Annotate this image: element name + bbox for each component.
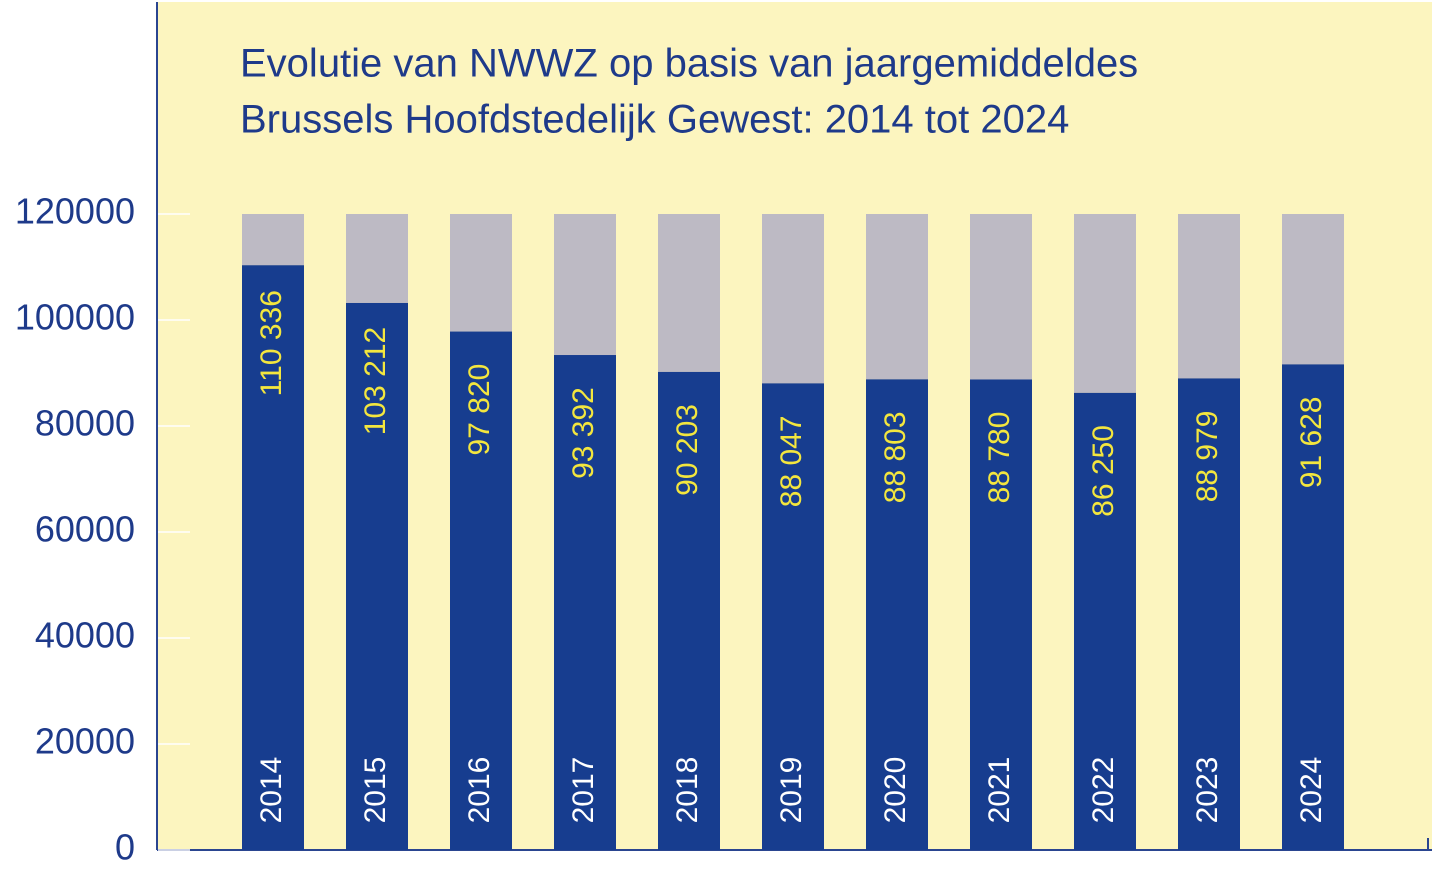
x-tick-label: 2016 [463,757,496,824]
bar-background [554,214,616,356]
value-label: 103 212 [359,327,392,435]
value-label: 88 979 [1191,411,1224,503]
bar-background [658,214,720,372]
bar [1074,392,1136,850]
bar [1282,364,1344,850]
y-tick-label: 40000 [35,615,135,656]
bar-background [242,214,304,266]
bar-background [1178,214,1240,379]
value-label: 91 628 [1295,396,1328,488]
value-label: 90 203 [671,404,704,496]
x-tick-label: 2015 [359,757,392,824]
x-tick-label: 2020 [879,757,912,824]
bar [242,265,304,850]
bar [1178,378,1240,850]
chart-title: Evolutie van NWWZ op basis van jaargemid… [240,42,1138,86]
bar-background [1074,214,1136,393]
y-tick-label: 120000 [15,191,135,232]
chart-title: Brussels Hoofdstedelijk Gewest: 2014 tot… [240,98,1069,142]
bar-background [762,214,824,384]
bar [658,371,720,850]
y-tick-label: 80000 [35,403,135,444]
bar-background [970,214,1032,380]
bar-background [346,214,408,303]
bar [762,383,824,850]
bar-background [1282,214,1344,365]
x-tick-label: 2024 [1295,757,1328,824]
y-tick-label: 60000 [35,509,135,550]
x-tick-label: 2018 [671,757,704,824]
value-label: 88 047 [775,415,808,507]
value-label: 110 336 [255,290,288,396]
x-tick-label: 2017 [567,757,600,824]
value-label: 88 803 [879,411,912,503]
y-tick-label: 100000 [15,297,135,338]
value-label: 97 820 [463,364,496,456]
bar [970,379,1032,850]
bar [554,355,616,850]
x-tick-label: 2022 [1087,757,1120,824]
x-tick-label: 2014 [255,757,288,824]
value-label: 86 250 [1087,425,1120,517]
bar-background [866,214,928,380]
x-tick-label: 2019 [775,757,808,824]
y-tick-label: 0 [115,827,135,868]
bar [450,331,512,851]
bar [346,302,408,850]
value-label: 93 392 [567,387,600,479]
y-tick-label: 20000 [35,721,135,762]
bar-background [450,214,512,332]
x-tick-label: 2023 [1191,757,1224,824]
x-tick-label: 2021 [983,757,1016,824]
value-label: 88 780 [983,412,1016,504]
bar [866,379,928,850]
